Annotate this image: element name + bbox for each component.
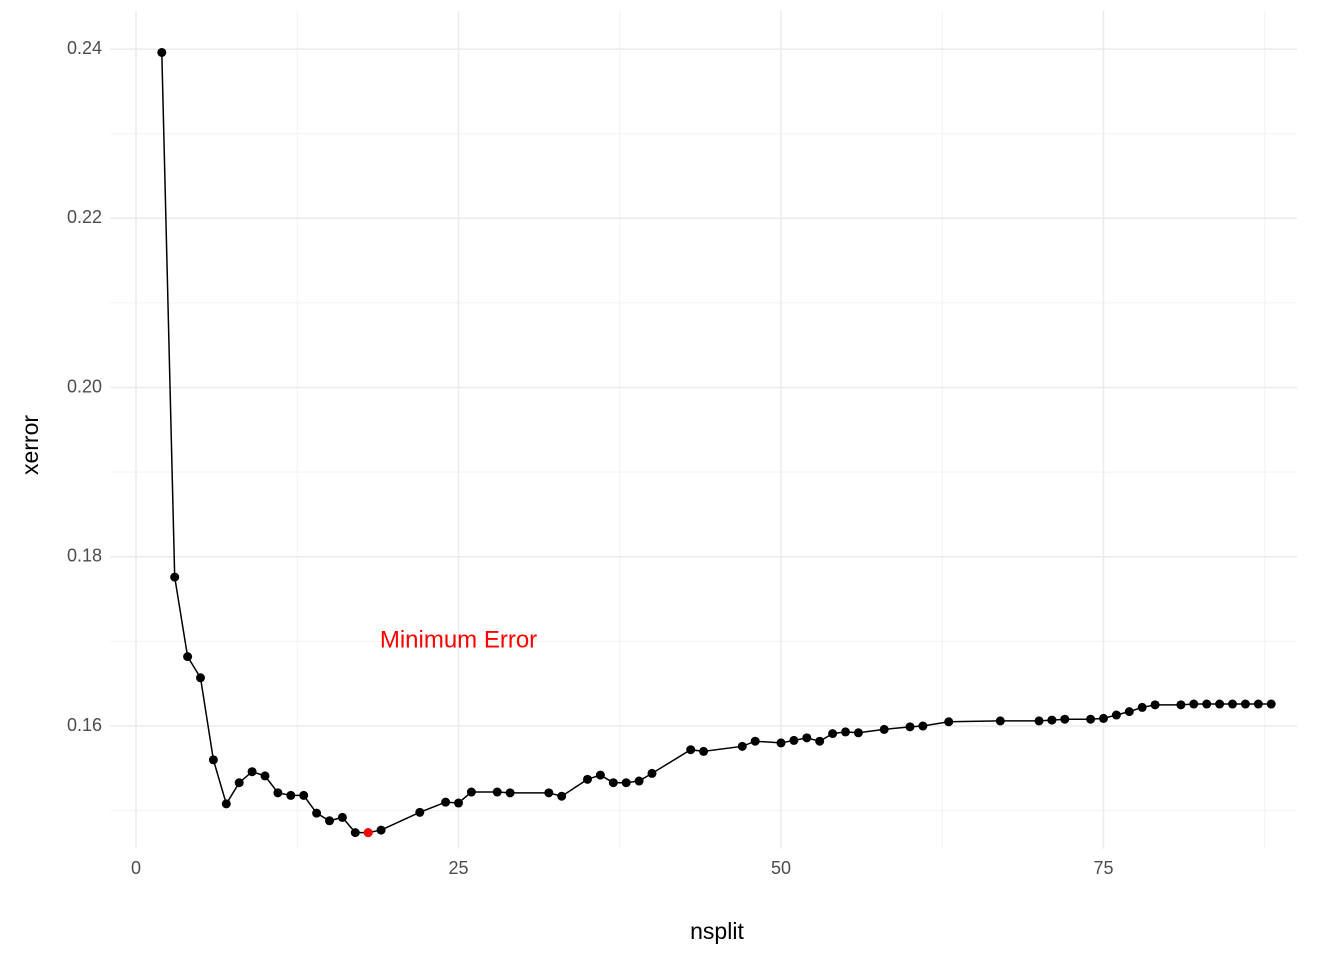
point [1240, 699, 1250, 709]
point [608, 778, 618, 788]
y-tick-label: 0.22 [67, 207, 102, 227]
point [505, 788, 515, 798]
point [196, 673, 205, 683]
point [273, 788, 283, 798]
point [157, 47, 167, 57]
point [995, 716, 1005, 726]
y-tick-label: 0.20 [67, 376, 102, 396]
point [1215, 699, 1225, 709]
point [1034, 716, 1044, 726]
x-tick-label: 25 [448, 858, 468, 878]
point [802, 733, 812, 743]
point [299, 790, 309, 800]
point [944, 717, 954, 727]
point [918, 721, 928, 731]
point [853, 728, 863, 738]
point [1176, 700, 1186, 710]
point [221, 799, 231, 809]
point [376, 825, 386, 835]
point [634, 776, 644, 786]
point [1060, 714, 1070, 724]
point [595, 770, 605, 780]
point [647, 768, 657, 778]
point [1266, 699, 1276, 709]
point [208, 755, 218, 765]
point [557, 791, 567, 801]
point [1099, 713, 1108, 723]
point [776, 738, 786, 748]
point [737, 741, 747, 751]
point [466, 787, 476, 797]
point [170, 572, 180, 582]
annotation: Minimum Error [380, 627, 537, 654]
y-tick-label: 0.24 [67, 38, 102, 58]
point [441, 797, 451, 807]
point [1086, 714, 1096, 724]
point [699, 746, 709, 756]
point [325, 816, 334, 826]
x-tick-label: 0 [131, 858, 141, 878]
point [1253, 699, 1263, 709]
point [260, 771, 270, 781]
point [686, 745, 696, 755]
point [234, 778, 244, 788]
point [350, 828, 360, 838]
point [1189, 699, 1199, 709]
point [828, 729, 838, 739]
point [183, 652, 193, 662]
y-axis-title: xerror [17, 415, 43, 475]
point [415, 807, 425, 817]
point [1137, 702, 1147, 712]
point [1124, 707, 1134, 717]
point [583, 774, 592, 784]
point [789, 735, 799, 745]
point [750, 736, 760, 746]
point [905, 722, 915, 732]
y-tick-label: 0.18 [67, 546, 102, 566]
y-tick-label: 0.16 [67, 715, 102, 735]
point [454, 798, 463, 808]
point [337, 812, 347, 822]
point [1228, 699, 1237, 709]
point [312, 808, 322, 818]
point [815, 736, 825, 746]
point [879, 724, 889, 734]
point [1150, 700, 1160, 710]
x-tick-label: 75 [1093, 858, 1113, 878]
point [1202, 699, 1212, 709]
x-tick-label: 50 [771, 858, 791, 878]
point [621, 778, 631, 788]
highlight-point [363, 828, 373, 838]
point [1047, 715, 1057, 725]
point [492, 787, 502, 797]
point [286, 790, 296, 800]
point [247, 767, 257, 777]
point [841, 727, 850, 737]
x-axis-title: nsplit [690, 918, 744, 944]
point [544, 788, 554, 798]
point [1111, 710, 1121, 720]
